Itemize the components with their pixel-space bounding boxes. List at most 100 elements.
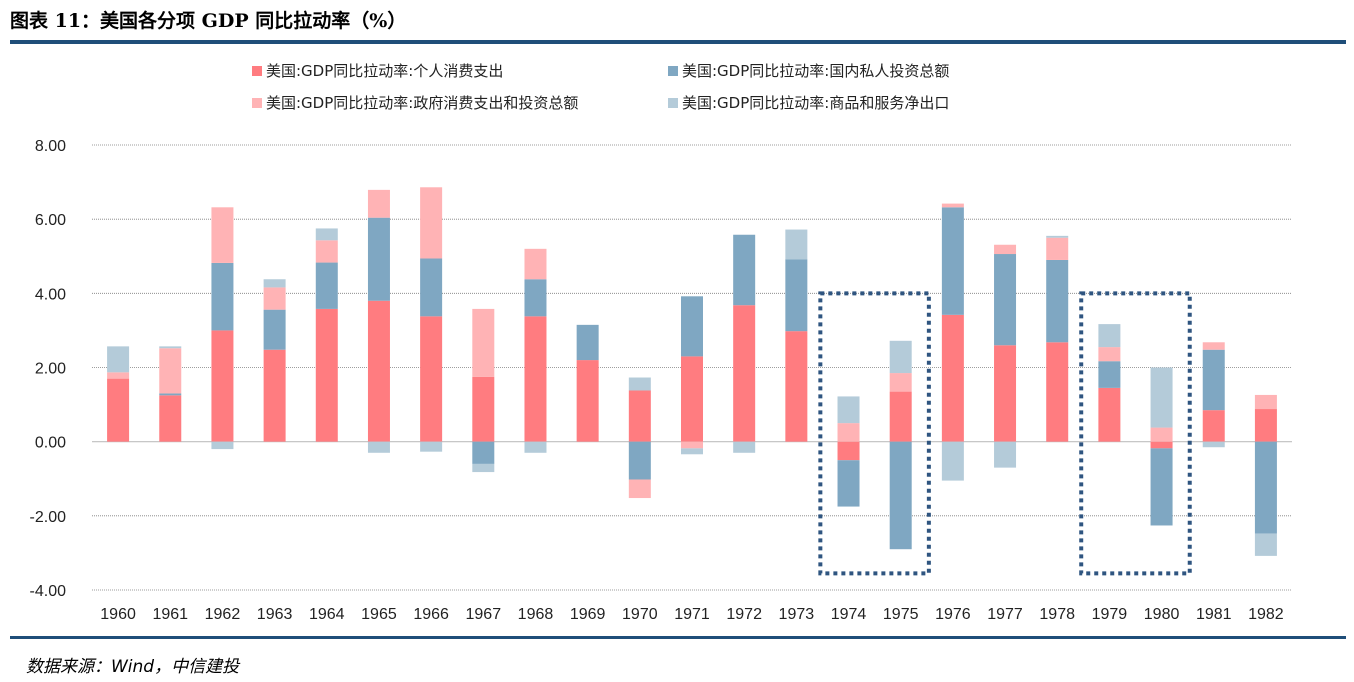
x-axis-ticks: 1960 1961 1962 1963 1964 1965 1966 1967 1968 1969…	[100, 606, 1284, 623]
highlight-box	[1079, 291, 1192, 576]
highlight-boxes	[818, 291, 1192, 576]
x-tick-label: 1979	[1092, 606, 1128, 623]
bar-segment	[315, 308, 338, 442]
legend-swatch	[668, 66, 678, 76]
bar-segment	[524, 316, 547, 442]
bar-segment	[576, 324, 599, 361]
x-tick-label: 1971	[674, 606, 710, 623]
x-tick-label: 1964	[309, 606, 345, 623]
bar-segment	[211, 441, 234, 450]
bar-segment	[315, 228, 338, 241]
bar-segment	[941, 203, 964, 208]
x-tick-label: 1967	[466, 606, 502, 623]
x-tick-label: 1981	[1196, 606, 1232, 623]
bars	[107, 187, 1277, 556]
y-axis-ticks: -4.00 -2.00 0.00 2.00 4.00 6.00 8.00	[30, 138, 67, 600]
bar-segment	[837, 441, 860, 461]
bar-segment	[107, 346, 130, 373]
bar-segment	[994, 345, 1017, 442]
bar-segment	[420, 316, 443, 442]
bar-segment	[1202, 410, 1225, 442]
bar-segment	[733, 305, 756, 442]
bar-segment	[576, 360, 599, 442]
x-tick-label: 1969	[570, 606, 606, 623]
bar-segment	[941, 207, 964, 315]
bar-segment	[1098, 387, 1121, 442]
y-tick-label: 8.00	[35, 138, 66, 155]
bar-segment	[941, 441, 964, 481]
x-tick-label: 1961	[152, 606, 188, 623]
bar-segment	[837, 423, 860, 442]
bar-segment	[420, 258, 443, 317]
bar-segment	[785, 259, 808, 332]
bar-segment	[994, 244, 1017, 255]
bar-segment	[1254, 533, 1277, 556]
bar-segment	[1150, 427, 1173, 442]
bar-segment	[681, 296, 703, 357]
bar-segment	[315, 240, 338, 263]
bar-segment	[733, 234, 756, 306]
y-tick-label: 0.00	[35, 435, 66, 452]
bar-segment	[1150, 448, 1173, 526]
legend-label: 美国:GDP同比拉动率:商品和服务净出口	[682, 94, 949, 112]
bar-segment	[472, 308, 495, 377]
bar-segment	[1046, 235, 1069, 238]
x-tick-label: 1960	[100, 606, 136, 623]
x-tick-label: 1976	[935, 606, 971, 623]
page-title: 图表 11：美国各分项 GDP 同比拉动率（%）	[10, 10, 407, 32]
bar-segment	[889, 340, 912, 374]
x-tick-label: 1982	[1248, 606, 1284, 623]
stacked-bar-chart: 美国:GDP同比拉动率:个人消费支出 美国:GDP同比拉动率:国内私人投资总额美国…	[30, 62, 1292, 623]
legend-swatch	[252, 98, 262, 108]
bar-segment	[785, 229, 808, 260]
bar-segment	[263, 287, 286, 310]
x-tick-label: 1965	[361, 606, 397, 623]
bar-segment	[681, 448, 703, 455]
bar-segment	[1150, 441, 1173, 449]
x-tick-label: 1966	[413, 606, 449, 623]
bar-segment	[524, 248, 547, 280]
bar-segment	[420, 441, 443, 452]
bar-segment	[628, 390, 651, 442]
bar-segment	[994, 441, 1017, 468]
bar-segment	[159, 346, 182, 349]
x-tick-label: 1973	[779, 606, 815, 623]
bar-segment	[628, 479, 651, 499]
bar-segment	[889, 391, 912, 442]
bar-segment	[1098, 347, 1121, 362]
x-tick-label: 1970	[622, 606, 658, 623]
x-tick-label: 1980	[1144, 606, 1180, 623]
bar-segment	[367, 217, 390, 301]
bar-segment	[837, 396, 860, 424]
y-tick-label: 4.00	[35, 286, 66, 303]
x-tick-label: 1968	[518, 606, 554, 623]
x-tick-label: 1962	[205, 606, 241, 623]
bar-segment	[159, 395, 182, 442]
bar-segment	[681, 441, 703, 449]
legend-swatch	[252, 66, 262, 76]
bar-segment	[1202, 342, 1225, 350]
legend-swatch	[668, 98, 678, 108]
bar-segment	[1202, 441, 1225, 448]
y-tick-label: -2.00	[30, 509, 67, 526]
bar-segment	[1098, 361, 1121, 388]
bar-segment	[263, 309, 286, 350]
x-tick-label: 1972	[726, 606, 762, 623]
bar-segment	[1098, 324, 1121, 348]
bar-segment	[524, 441, 547, 453]
legend-label: 美国:GDP同比拉动率:国内私人投资总额	[682, 62, 949, 80]
bar-segment	[681, 356, 703, 442]
y-tick-label: 2.00	[35, 361, 66, 378]
bar-segment	[941, 314, 964, 442]
bar-segment	[211, 262, 234, 331]
bar-segment	[785, 331, 808, 442]
bar-segment	[472, 376, 495, 442]
bar-segment	[1150, 367, 1173, 428]
bar-segment	[628, 377, 651, 391]
bar-segment	[420, 187, 443, 259]
bar-segment	[107, 372, 130, 379]
bar-segment	[367, 189, 390, 218]
bar-segment	[1046, 237, 1069, 260]
bar-segment	[1046, 342, 1069, 442]
bar-segment	[107, 378, 130, 442]
